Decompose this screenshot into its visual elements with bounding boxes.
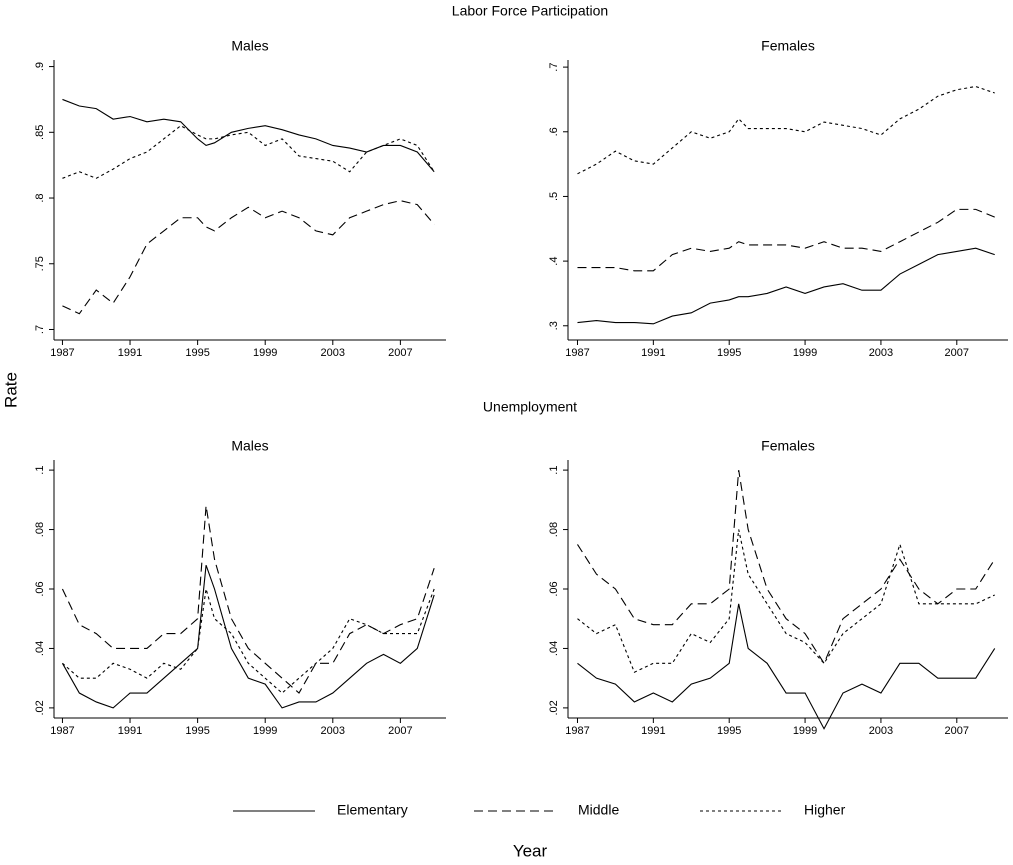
series-line [577, 470, 996, 665]
y-tick-label: .75 [34, 256, 46, 271]
x-tick-label: 1987 [50, 347, 74, 359]
x-tick-label: 1999 [253, 347, 277, 359]
panel-title: Males [231, 438, 268, 454]
x-tick-label: 2007 [945, 347, 969, 359]
x-axis-label: Year [513, 841, 548, 860]
y-tick-label: .9 [34, 62, 46, 71]
series-line [577, 208, 995, 272]
y-tick-label: .1 [548, 466, 560, 475]
legend-label: Elementary [337, 802, 408, 818]
x-tick-label: 1987 [50, 725, 74, 737]
group-title: Labor Force Participation [452, 3, 608, 19]
y-tick-label: .04 [548, 641, 560, 656]
series-line [62, 200, 435, 315]
series-line [577, 603, 996, 730]
y-tick-label: .02 [548, 700, 560, 715]
x-tick-label: 1991 [641, 725, 665, 737]
panel-title: Females [761, 38, 815, 54]
x-tick-label: 1999 [793, 347, 817, 359]
y-tick-label: .08 [34, 522, 46, 537]
x-tick-label: 2003 [869, 347, 893, 359]
x-tick-label: 2007 [388, 347, 412, 359]
x-tick-label: 1991 [118, 725, 142, 737]
series-line [61, 565, 435, 709]
y-tick-label: .06 [34, 581, 46, 596]
y-tick-label: .85 [34, 125, 46, 140]
group-title: Unemployment [483, 399, 577, 415]
y-tick-label: .7 [548, 63, 560, 72]
y-axis-label: Rate [1, 372, 20, 408]
series-line [62, 125, 435, 179]
x-tick-label: 1987 [565, 725, 589, 737]
series-line [62, 588, 435, 694]
y-tick-label: .02 [34, 700, 46, 715]
series-line [577, 85, 995, 175]
x-tick-label: 1991 [118, 347, 142, 359]
y-tick-label: .8 [34, 193, 46, 202]
y-tick-label: .5 [548, 192, 560, 201]
x-tick-label: 2003 [869, 725, 893, 737]
x-tick-label: 2003 [321, 725, 345, 737]
x-tick-label: 2003 [321, 347, 345, 359]
y-tick-label: .4 [548, 257, 560, 266]
x-tick-label: 2007 [388, 725, 412, 737]
panel-title: Females [761, 438, 815, 454]
series-line [61, 505, 435, 694]
y-tick-label: .7 [34, 325, 46, 334]
y-tick-label: .08 [548, 522, 560, 537]
y-tick-label: .3 [548, 321, 560, 330]
y-tick-label: .1 [34, 466, 46, 475]
x-tick-label: 1995 [717, 725, 741, 737]
series-line [577, 529, 995, 673]
legend-label: Middle [578, 802, 619, 818]
y-tick-label: .06 [548, 581, 560, 596]
legend-label: Higher [804, 802, 846, 818]
x-tick-label: 2007 [945, 725, 969, 737]
x-tick-label: 1995 [717, 347, 741, 359]
x-tick-label: 1995 [185, 725, 209, 737]
x-tick-label: 1995 [185, 347, 209, 359]
x-tick-label: 1999 [253, 725, 277, 737]
x-tick-label: 1991 [641, 347, 665, 359]
series-line [577, 247, 995, 325]
x-tick-label: 1999 [793, 725, 817, 737]
panel-title: Males [231, 38, 268, 54]
x-tick-label: 1987 [565, 347, 589, 359]
y-tick-label: .6 [548, 127, 560, 136]
y-tick-label: .04 [34, 641, 46, 656]
